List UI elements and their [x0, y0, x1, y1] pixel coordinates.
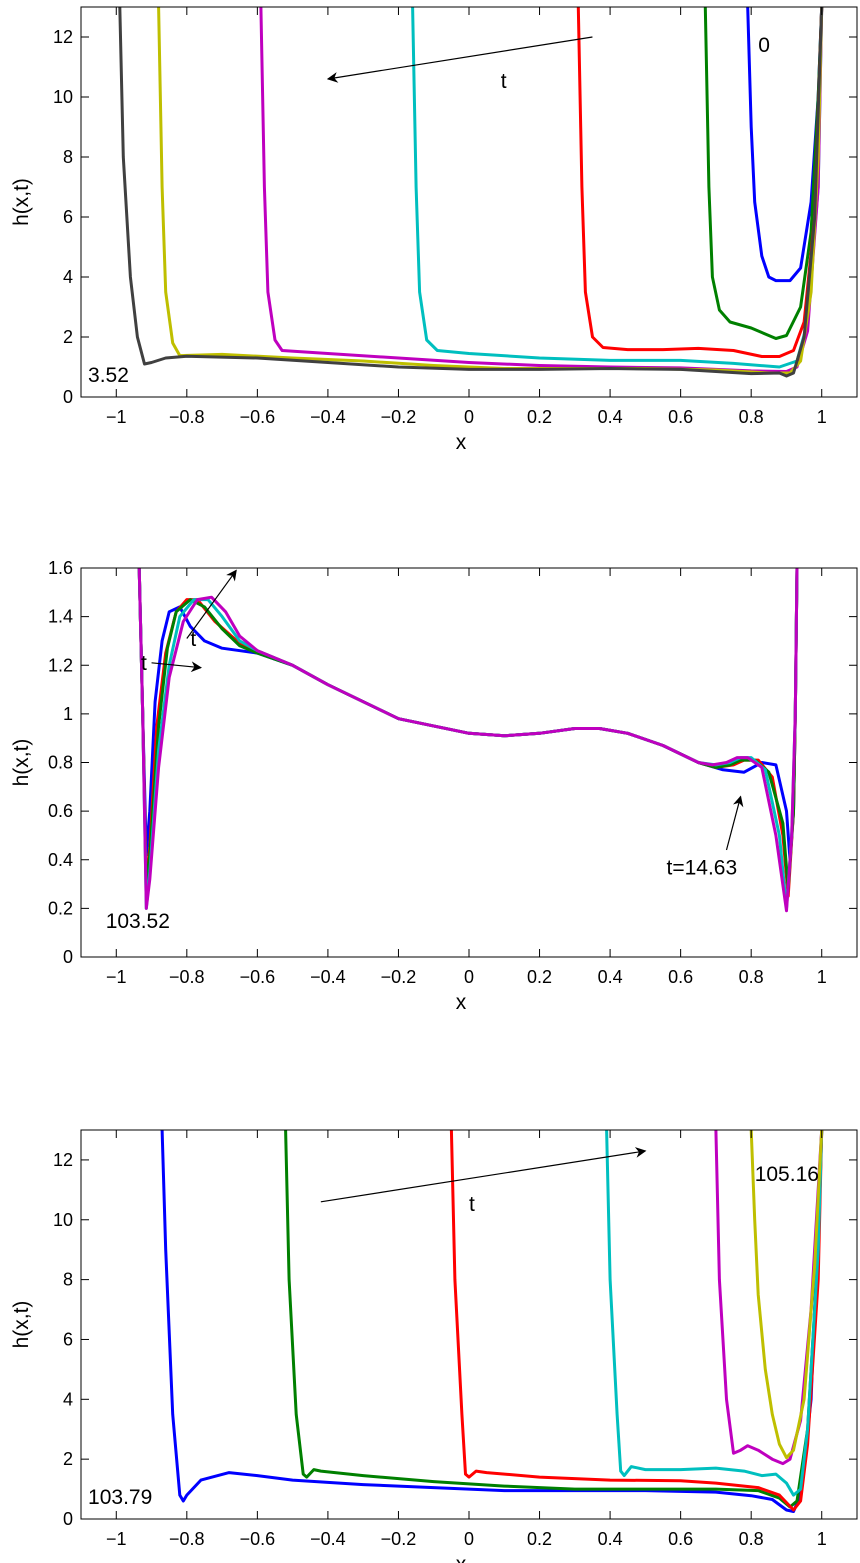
y-axis-label: h(x,t) [10, 739, 33, 787]
x-tick-label: −0.4 [310, 1529, 346, 1549]
series-line-7 [118, 7, 824, 378]
x-tick-label: −0.4 [310, 407, 346, 427]
x-tick-label: 0 [464, 1529, 474, 1549]
x-tick-label: −0.4 [310, 967, 346, 987]
annotation-arrow [151, 661, 203, 673]
y-tick-label: 2 [63, 1449, 73, 1469]
annotation-arrow [725, 795, 744, 851]
x-tick-label: 0.4 [598, 967, 623, 987]
x-tick-label: 0.8 [739, 1529, 764, 1549]
annotation-label: 105.16 [755, 1163, 819, 1186]
series-line-6 [157, 7, 824, 375]
x-tick-label: −1 [106, 1529, 127, 1549]
series-line-2 [703, 7, 824, 340]
x-tick-label: 0.4 [598, 407, 623, 427]
x-tick-label: 0.4 [598, 1529, 623, 1549]
series-line-3 [449, 1130, 824, 1512]
series-line-3 [137, 568, 799, 891]
x-tick-label: −0.6 [240, 1529, 276, 1549]
annotation-label: t [469, 1193, 475, 1216]
chart-panel-2: −1 −0.8 −0.6 −0.4 −0.2 0 0.2 0.4 0.6 0.8 1 0 0.2 0.4 0… [10, 558, 858, 1014]
annotation-label: 0 [758, 34, 770, 57]
series-line-4 [605, 1130, 824, 1497]
x-tick-label: −0.2 [381, 407, 417, 427]
series-line-1 [137, 568, 799, 862]
y-tick-label: 8 [63, 1270, 73, 1290]
annotation-label: 103.79 [88, 1486, 152, 1509]
y-tick-label: 0 [63, 387, 73, 407]
series-line-2 [284, 1130, 824, 1509]
x-tick-label: −0.8 [169, 1529, 205, 1549]
y-tick-label: 10 [53, 87, 73, 107]
series-line-6 [749, 1130, 824, 1460]
annotation-label: t [141, 652, 147, 675]
x-tick-label: −0.8 [169, 407, 205, 427]
y-tick-label: 0 [63, 947, 73, 967]
chart-panel-3: −1 −0.8 −0.6 −0.4 −0.2 0 0.2 0.4 0.6 0.8 102468101… [10, 1129, 858, 1563]
x-axis-label: x [456, 991, 467, 1014]
x-tick-label: −0.2 [381, 1529, 417, 1549]
series-line-3 [576, 7, 824, 358]
y-tick-label: 1.6 [48, 558, 73, 578]
y-tick-label: 0.8 [48, 753, 73, 773]
y-tick-label: 0 [63, 1509, 73, 1529]
x-tick-label: 0 [464, 967, 474, 987]
annotation-label: t [190, 628, 196, 651]
y-tick-label: 12 [53, 27, 73, 47]
y-tick-label: 4 [63, 1389, 73, 1409]
y-tick-label: 2 [63, 327, 73, 347]
x-axis-label: x [456, 1553, 467, 1563]
y-tick-label: 12 [53, 1150, 73, 1170]
y-tick-label: 0.6 [48, 801, 73, 821]
x-tick-label: 0.6 [668, 967, 693, 987]
x-tick-label: −0.2 [381, 967, 417, 987]
y-tick-label: 1.2 [48, 655, 73, 675]
y-tick-label: 6 [63, 1329, 73, 1349]
x-tick-label: 0.2 [527, 967, 552, 987]
x-tick-label: −1 [106, 967, 127, 987]
y-tick-label: 10 [53, 1210, 73, 1230]
y-tick-label: 8 [63, 147, 73, 167]
annotation-arrow [320, 1147, 647, 1203]
x-axis-label: x [456, 431, 467, 454]
annotation-arrow [326, 36, 593, 83]
y-tick-label: 1 [63, 704, 73, 724]
x-tick-label: 0.8 [739, 967, 764, 987]
annotation-label: 3.52 [88, 364, 129, 387]
x-tick-label: 0.2 [527, 1529, 552, 1549]
y-tick-label: 4 [63, 267, 73, 287]
x-tick-label: −0.6 [240, 407, 276, 427]
axes-frame [80, 1129, 858, 1520]
annotation-label: t=14.63 [667, 856, 738, 879]
x-tick-label: 1 [817, 1529, 827, 1549]
y-tick-label: 0.2 [48, 898, 73, 918]
x-tick-label: 1 [817, 407, 827, 427]
y-tick-label: 6 [63, 207, 73, 227]
series-line-1 [160, 1130, 824, 1513]
y-tick-label: 0.4 [48, 850, 73, 870]
series-line-5 [259, 7, 824, 373]
chart-panel-1: −1 −0.8 −0.6 −0.4 −0.2 0 0.2 0.4 0.6 0.8 102468101… [10, 6, 858, 454]
annotation-label: t [501, 70, 507, 93]
x-tick-label: −0.6 [240, 967, 276, 987]
x-tick-label: −0.8 [169, 967, 205, 987]
series-line-5 [137, 568, 799, 913]
x-tick-label: 0 [464, 407, 474, 427]
x-tick-label: −1 [106, 407, 127, 427]
x-tick-label: 0.6 [668, 407, 693, 427]
series-line-4 [411, 7, 824, 369]
y-tick-label: 1.4 [48, 607, 73, 627]
annotation-arrow [186, 569, 237, 639]
x-tick-label: 0.8 [739, 407, 764, 427]
x-tick-label: 1 [817, 967, 827, 987]
y-axis-label: h(x,t) [10, 178, 33, 226]
x-tick-label: 0.6 [668, 1529, 693, 1549]
annotation-label: 103.52 [106, 910, 170, 933]
y-axis-label: h(x,t) [10, 1301, 33, 1349]
axes-frame [80, 6, 858, 398]
x-tick-label: 0.2 [527, 407, 552, 427]
